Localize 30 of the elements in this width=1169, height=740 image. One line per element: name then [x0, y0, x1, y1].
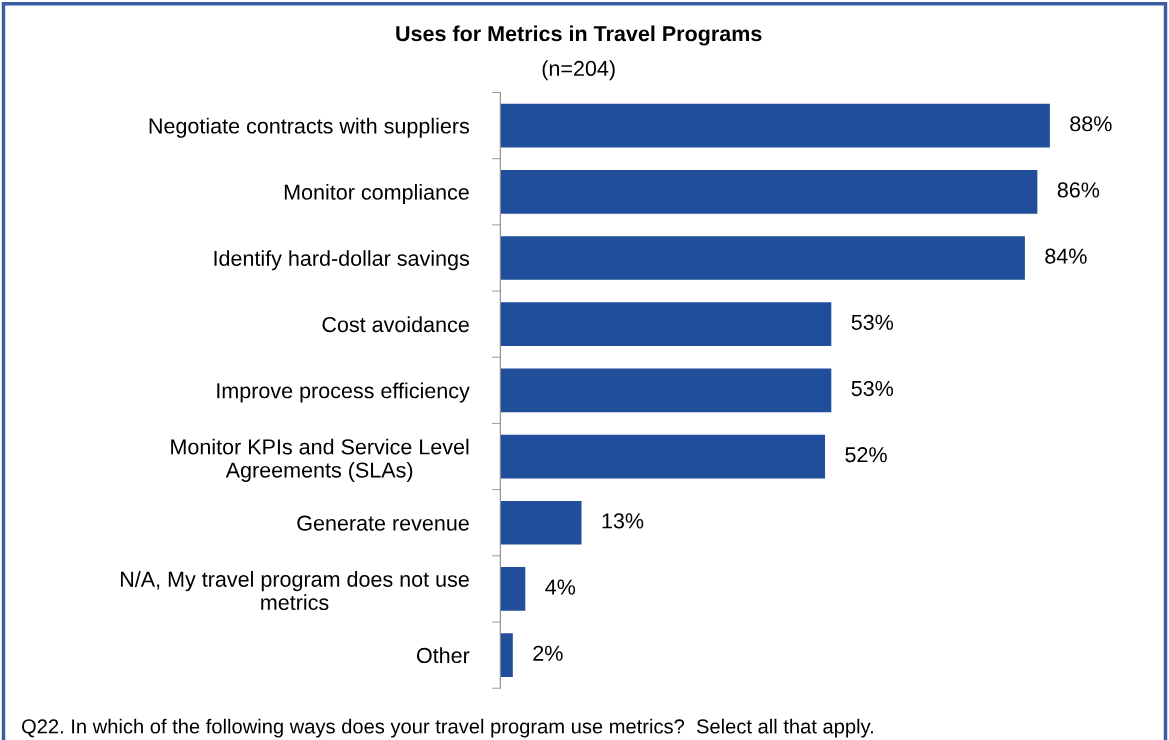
bar: [500, 567, 526, 611]
data-label: 52%: [845, 447, 887, 463]
data-label: 2%: [533, 645, 563, 661]
data-label: 4%: [545, 579, 576, 595]
data-label: 88%: [1070, 116, 1112, 132]
y-tick-label: N/A, My travel program does not use metrics: [120, 571, 469, 611]
y-tick-label: Other: [416, 647, 470, 664]
bar: [500, 103, 1050, 148]
data-label: 86%: [1057, 182, 1100, 198]
y-tick-label: Cost avoidance: [322, 316, 469, 333]
chart-title: Uses for Metrics in Travel Programs: [396, 25, 762, 46]
bar: [500, 500, 582, 545]
y-tick-label: Negotiate contracts with suppliers: [149, 117, 470, 138]
data-label: 13%: [602, 513, 644, 529]
bar: [500, 169, 1038, 214]
y-tick-label: Improve process efficiency: [217, 382, 470, 403]
y-tick-label: Monitor KPIs and Service Level Agreements (SLAs): [171, 438, 469, 482]
text: Q22. In which of the following ways does your travel program use metrics? Select all that apply.: [22, 718, 873, 738]
chart-subtitle: (n=204): [542, 60, 615, 81]
data-label: 53%: [851, 380, 894, 397]
bar: [500, 368, 832, 413]
y-tick-label: Monitor compliance: [284, 183, 469, 205]
y-tick-label: Generate revenue: [297, 515, 469, 531]
bar: [500, 236, 1025, 280]
data-label: 53%: [851, 314, 894, 330]
bar: [500, 633, 513, 677]
data-label: 84%: [1045, 248, 1087, 264]
bar: [500, 302, 832, 346]
y-tick-label: Identify hard-dollar savings: [214, 250, 470, 271]
bar: [500, 434, 826, 479]
